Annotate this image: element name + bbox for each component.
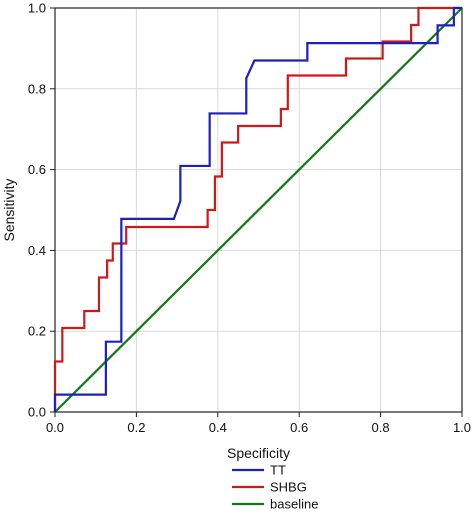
y-tick-label: 1.0 (28, 1, 46, 16)
series-line-baseline (54, 7, 463, 413)
x-tick-label: 0.6 (290, 420, 308, 435)
x-tick-label: 0.4 (209, 420, 227, 435)
legend-label-baseline: baseline (270, 497, 318, 512)
x-tick-label: 1.0 (453, 420, 471, 435)
x-tick-label: 0.2 (127, 420, 145, 435)
x-tick-label: 0.8 (372, 420, 390, 435)
y-tick-label: 0.0 (28, 405, 46, 420)
plot-frame (54, 7, 463, 413)
y-tick-label: 0.6 (28, 162, 46, 177)
legend-label-tt: TT (270, 463, 286, 478)
series-line-shbg (53, 6, 462, 412)
y-tick-label: 0.8 (28, 81, 46, 96)
x-axis-label: Specificity (227, 445, 290, 461)
legend: TT SHBG baseline (232, 463, 318, 512)
y-axis-label: Sensitivity (1, 178, 17, 241)
y-tick-label: 0.4 (28, 243, 46, 258)
series-group (53, 6, 463, 413)
legend-label-shbg: SHBG (270, 480, 307, 495)
y-tick-label: 0.2 (28, 324, 46, 339)
x-tick-label: 0.0 (46, 420, 64, 435)
series-line-tt (53, 6, 462, 412)
ticks: 0.0 0.2 0.4 0.6 0.8 1.0 0.0 0.2 0.4 0.6 0.8 1.0 (28, 1, 471, 436)
